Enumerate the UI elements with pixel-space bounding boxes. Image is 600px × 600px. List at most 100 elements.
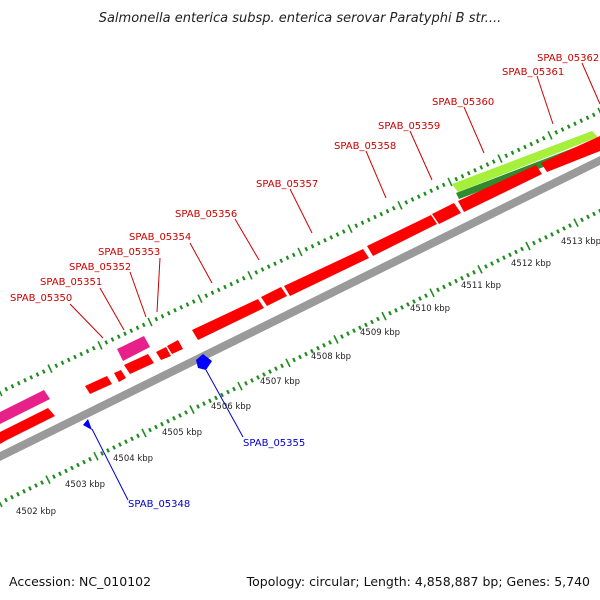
outer-tick-mark <box>266 264 271 269</box>
inner-tick-mark <box>10 494 14 500</box>
inner-tick-mark <box>100 451 104 456</box>
accession-text: Accession: NC_010102 <box>9 574 151 589</box>
forward-labels: SPAB_05350 SPAB_05351 SPAB_05352 SPAB_05… <box>10 53 600 339</box>
gene-label-spab-05350[interactable]: SPAB_05350 <box>10 293 72 304</box>
outer-tick-mark <box>404 200 409 205</box>
inner-tick-mark <box>118 442 122 447</box>
outer-tick-mark <box>435 185 440 191</box>
leader-line <box>234 218 260 261</box>
outer-tick-mark <box>579 118 584 124</box>
gene-label-spab-05361[interactable]: SPAB_05361 <box>502 67 564 78</box>
gene-label-spab-05360[interactable]: SPAB_05360 <box>432 97 494 108</box>
cds-feature <box>124 354 154 374</box>
outer-tick-mark <box>316 240 321 246</box>
leader-line <box>99 287 125 331</box>
inner-tick-mark <box>184 410 188 415</box>
inner-tick-ring <box>0 208 600 508</box>
inner-tick-mark <box>274 366 278 371</box>
outer-tick-mark <box>16 380 21 386</box>
inner-tick-mark <box>166 418 170 424</box>
kbp-label: 4513 kbp <box>561 237 600 247</box>
cds-feature <box>85 376 112 394</box>
outer-tick-mark <box>79 351 84 357</box>
outer-tick-mark <box>160 313 165 319</box>
inner-tick-mark <box>508 252 512 258</box>
inner-tick-mark <box>550 232 554 237</box>
rna-track <box>0 336 150 424</box>
gene-label-spab-05357[interactable]: SPAB_05357 <box>256 179 318 190</box>
inner-tick-mark <box>544 235 548 240</box>
outer-tick-mark <box>235 278 240 284</box>
gene-label-spab-05353[interactable]: SPAB_05353 <box>98 247 160 258</box>
inner-tick-mark <box>285 358 291 368</box>
inner-tick-mark <box>376 316 380 322</box>
inner-tick-mark <box>562 226 566 231</box>
inner-tick-mark <box>70 465 74 471</box>
gene-label-spab-05359[interactable]: SPAB_05359 <box>378 121 440 132</box>
outer-tick-mark <box>566 124 571 129</box>
inner-tick-mark <box>22 489 26 494</box>
outer-tick-mark <box>110 337 115 342</box>
inner-tick-mark <box>502 255 506 260</box>
outer-tick-mark <box>366 217 371 223</box>
inner-tick-mark <box>172 416 176 421</box>
gene-label-spab-05351[interactable]: SPAB_05351 <box>40 277 102 288</box>
inner-tick-mark <box>4 497 8 503</box>
outer-tick-mark <box>491 159 496 164</box>
outer-tick-mark <box>97 340 103 350</box>
kbp-label: 4511 kbp <box>461 281 501 291</box>
gene-label-spab-05358[interactable]: SPAB_05358 <box>334 141 396 152</box>
kbp-label: 4503 kbp <box>65 480 105 490</box>
genome-summary-text: Topology: circular; Length: 4,858,887 bp… <box>246 574 590 589</box>
inner-tick-mark <box>556 229 560 234</box>
cds-feature <box>156 347 171 360</box>
inner-tick-mark <box>82 459 86 465</box>
outer-tick-mark <box>216 287 221 293</box>
inner-tick-mark <box>214 395 218 401</box>
inner-tick-mark <box>406 302 410 307</box>
inner-tick-mark <box>16 491 20 497</box>
outer-tick-mark <box>473 168 477 173</box>
map-title: Salmonella enterica subsp. enterica sero… <box>99 11 502 26</box>
outer-tick-mark <box>554 130 559 135</box>
outer-tick-mark <box>529 141 534 147</box>
inner-tick-mark <box>442 284 446 290</box>
inner-tick-mark <box>256 375 260 380</box>
gene-label-spab-05355[interactable]: SPAB_05355 <box>243 438 305 449</box>
cds-feature <box>0 408 55 444</box>
inner-tick-mark <box>352 328 356 333</box>
outer-tick-mark <box>429 188 434 194</box>
leader-line <box>289 188 313 234</box>
gene-label-spab-05348[interactable]: SPAB_05348 <box>128 499 190 510</box>
inner-tick-mark <box>370 319 374 325</box>
outer-tick-mark <box>154 316 159 322</box>
outer-tick-mark <box>247 270 253 280</box>
leader-line <box>205 369 244 438</box>
inner-tick-mark <box>460 275 464 281</box>
inner-tick-mark <box>316 345 320 351</box>
kbp-label: 4510 kbp <box>410 304 450 314</box>
leader-line <box>156 257 161 313</box>
gene-label-spab-05354[interactable]: SPAB_05354 <box>129 232 191 243</box>
inner-tick-mark <box>268 369 272 374</box>
cds-feature <box>114 370 126 382</box>
outer-tick-mark <box>447 177 453 187</box>
outer-tick-mark <box>541 135 546 141</box>
outer-tick-mark <box>223 284 227 290</box>
outer-tick-mark <box>60 360 65 366</box>
inner-tick-mark <box>358 325 362 331</box>
kbp-label: 4508 kbp <box>311 352 351 362</box>
outer-tick-mark <box>229 281 234 287</box>
outer-tick-mark <box>273 261 277 266</box>
gene-label-spab-05356[interactable]: SPAB_05356 <box>175 209 237 220</box>
outer-tick-mark <box>341 229 346 234</box>
gene-label-spab-05352[interactable]: SPAB_05352 <box>69 262 131 273</box>
gene-label-spab-05362[interactable]: SPAB_05362 <box>537 53 599 64</box>
backbone-line <box>0 156 600 461</box>
outer-tick-mark <box>585 115 590 121</box>
inner-tick-mark <box>280 363 284 369</box>
outer-tick-mark <box>335 232 340 237</box>
inner-tick-mark <box>178 413 182 418</box>
inner-tick-mark <box>58 471 62 477</box>
